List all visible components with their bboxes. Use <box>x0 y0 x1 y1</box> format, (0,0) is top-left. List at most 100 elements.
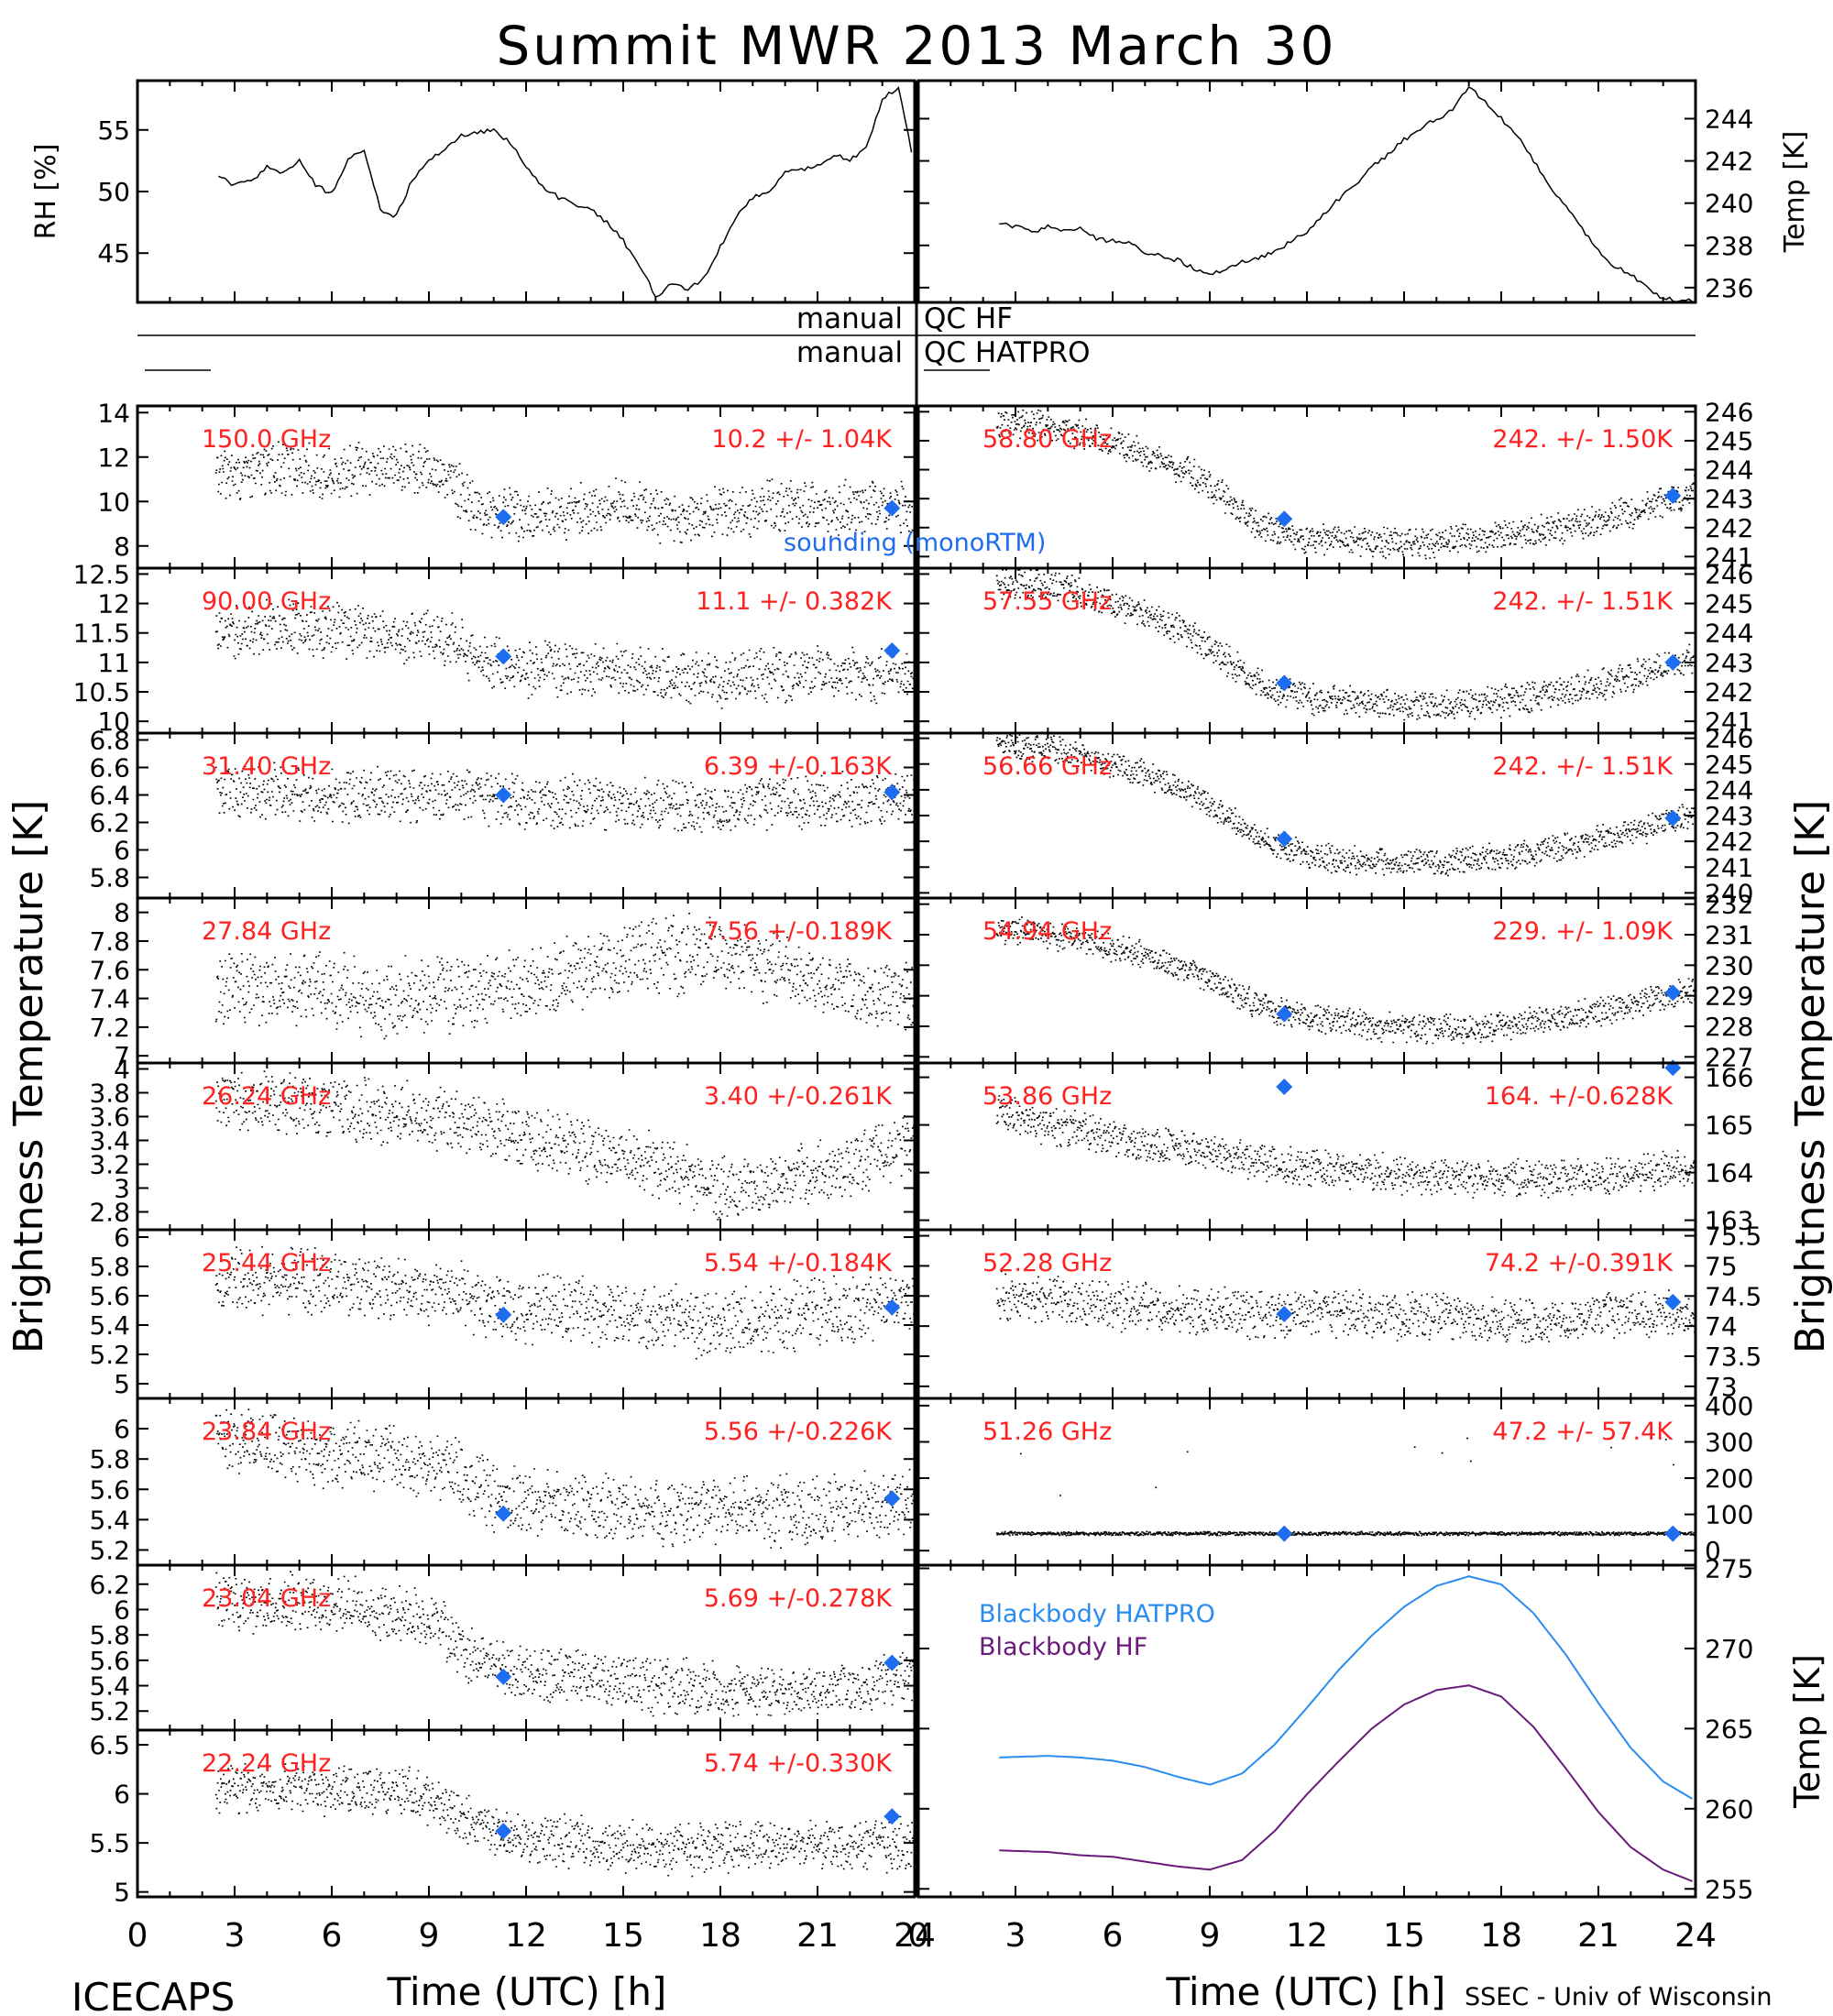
channel-frequency: 23.04 GHz <box>202 1584 331 1613</box>
channel-panel-left: 5.866.26.46.66.8 31.40 GHz 6.39 +/-0.163K <box>89 726 916 898</box>
y-tick-label: 100 <box>1705 1500 1753 1530</box>
y-tick-label: 14 <box>97 398 130 428</box>
channel-panel-right: 0 100 200 300 400 51.26 GHz 47.2 +/- 57.4K <box>917 1391 1753 1566</box>
series-points <box>214 1408 916 1549</box>
x-tick-label: 18 <box>699 1917 741 1955</box>
y-axis-title: Temp [K] <box>1787 1654 1828 1809</box>
y-axis-title: RH [%] <box>30 144 62 240</box>
sounding-marker <box>495 509 512 526</box>
channel-frequency: 56.66 GHz <box>982 752 1112 781</box>
y-tick-label: 5.8 <box>89 1620 130 1650</box>
y-tick-label: 73.5 <box>1705 1342 1762 1372</box>
sounding-marker <box>1276 674 1293 692</box>
channel-statistics: 229. +/- 1.09K <box>1492 917 1674 946</box>
x-tick-label: 21 <box>796 1917 839 1955</box>
sounding-marker <box>495 1668 512 1685</box>
rh-frame <box>136 79 916 304</box>
y-tick-label: 3.4 <box>89 1126 130 1156</box>
y-tick-label: 6.6 <box>89 753 130 783</box>
channel-statistics: 242. +/- 1.51K <box>1492 587 1674 616</box>
y-tick-label: 165 <box>1705 1111 1753 1141</box>
y-tick-label: 244 <box>1705 775 1753 805</box>
channel-statistics: 242. +/- 1.51K <box>1492 752 1674 781</box>
y-tick-label: 255 <box>1705 1874 1753 1904</box>
footer-right: SSEC - Univ of Wisconsin <box>1465 1983 1772 2011</box>
channel-frequency: 23.84 GHz <box>202 1418 331 1446</box>
sounding-marker <box>1276 1525 1293 1542</box>
sounding-marker <box>884 1298 901 1316</box>
qc-hf-manual-label: manual <box>796 302 903 335</box>
y-tick-label: 232 <box>1705 890 1753 920</box>
channel-panel-left: 77.27.47.67.88 27.84 GHz 7.56 +/-0.189K <box>89 898 916 1071</box>
y-tick-label: 166 <box>1705 1063 1753 1093</box>
x-tick-label: 15 <box>602 1917 644 1955</box>
sounding-marker <box>495 1505 512 1522</box>
y-tick-label: 11.5 <box>73 619 130 649</box>
y-tick-label: 75 <box>1705 1251 1738 1281</box>
y-tick-label: 50 <box>97 177 130 207</box>
y-tick-label: 8 <box>114 531 130 562</box>
channel-statistics: 5.54 +/-0.184K <box>704 1249 893 1277</box>
y-tick-label: 5 <box>114 1878 130 1908</box>
y-tick-label: 242 <box>1705 677 1753 707</box>
y-tick-label: 300 <box>1705 1427 1753 1457</box>
y-tick-label: 6 <box>114 1780 130 1810</box>
y-tick-label: 73 <box>1705 1372 1738 1402</box>
x-tick-label: 9 <box>1200 1917 1221 1955</box>
y-tick-label: 242 <box>1705 147 1753 177</box>
x-tick-label: 24 <box>894 1917 936 1955</box>
channel-statistics: 74.2 +/-0.391K <box>1485 1249 1674 1277</box>
y-tick-label: 10 <box>97 487 130 517</box>
y-axis-title: Temp [K] <box>1779 131 1811 254</box>
y-tick-label: 3 <box>114 1174 130 1204</box>
y-tick-label: 236 <box>1705 273 1753 303</box>
y-tick-label: 6 <box>114 1594 130 1625</box>
series-line <box>217 86 913 298</box>
sounding-marker <box>884 1808 901 1825</box>
y-tick-label: 75.5 <box>1705 1222 1762 1252</box>
y-tick-label: 260 <box>1705 1794 1753 1824</box>
channel-frequency: 57.55 GHz <box>982 587 1112 616</box>
y-tick-label: 5.2 <box>89 1535 130 1565</box>
x-tick-label: 15 <box>1383 1917 1425 1955</box>
y-tick-label: 7.8 <box>89 926 130 957</box>
sounding-marker <box>884 1654 901 1671</box>
series-points <box>214 761 916 833</box>
x-axis-label-left: Time (UTC) [h] <box>387 1969 667 2014</box>
channel-statistics: 164. +/-0.628K <box>1485 1082 1674 1111</box>
sounding-marker <box>884 642 901 659</box>
series-points <box>214 441 916 544</box>
y-tick-label: 163 <box>1705 1206 1753 1236</box>
y-tick-label: 227 <box>1705 1042 1753 1072</box>
sounding-marker <box>495 786 512 804</box>
channel-frequency: 25.44 GHz <box>202 1249 331 1277</box>
y-tick-label: 7.6 <box>89 955 130 985</box>
y-tick-label: 242 <box>1705 827 1753 857</box>
sounding-marker <box>884 783 901 801</box>
x-tick-label: 21 <box>1577 1917 1619 1955</box>
y-tick-label: 45 <box>97 238 130 268</box>
rh-panel: 45 50 55 RH [%] <box>30 81 916 302</box>
y-tick-label: 7 <box>114 1041 130 1071</box>
y-tick-label: 11 <box>97 648 130 678</box>
x-tick-label: 24 <box>1674 1917 1717 1955</box>
series-points <box>995 734 1697 877</box>
y-tick-label: 2.8 <box>89 1198 130 1228</box>
y-tick-label: 243 <box>1705 484 1753 514</box>
y-tick-label: 7.4 <box>89 984 130 1014</box>
sounding-marker <box>495 648 512 665</box>
y-tick-label: 3.8 <box>89 1079 130 1109</box>
channel-frequency: 150.0 GHz <box>202 425 331 454</box>
y-tick-label: 200 <box>1705 1463 1753 1494</box>
x-tick-label: 6 <box>322 1917 343 1955</box>
sounding-marker <box>495 1823 512 1840</box>
y-tick-label: 12 <box>97 443 130 473</box>
x-tick-label: 12 <box>505 1917 547 1955</box>
y-tick-label: 6.2 <box>89 808 130 838</box>
y-tick-label: 6 <box>114 836 130 866</box>
y-tick-label: 241 <box>1705 852 1753 882</box>
